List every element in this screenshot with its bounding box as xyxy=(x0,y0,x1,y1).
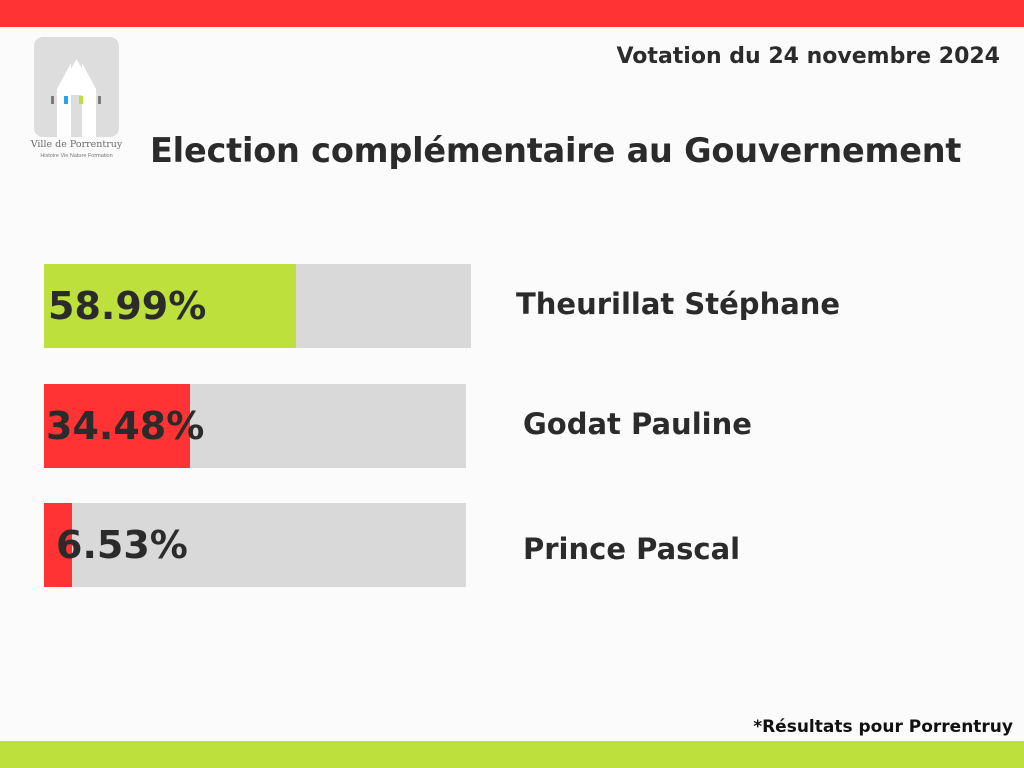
top-accent-bar xyxy=(0,0,1024,27)
candidate-name: Godat Pauline xyxy=(523,407,752,441)
result-bar-row: 6.53% xyxy=(44,503,466,587)
footnote: *Résultats pour Porrentruy xyxy=(753,717,1013,737)
candidate-name: Prince Pascal xyxy=(523,532,741,566)
vote-date: Votation du 24 novembre 2024 xyxy=(616,44,1000,69)
result-bar-row: 34.48% xyxy=(44,384,466,468)
house-logo-icon xyxy=(34,37,119,137)
logo-tagline: Histoire Vie Nature Formation xyxy=(40,153,113,159)
town-logo: Ville de Porrentruy Histoire Vie Nature … xyxy=(29,37,124,162)
bar-track xyxy=(44,503,466,587)
bar-value-label: 6.53% xyxy=(56,523,188,567)
bar-value-label: 58.99% xyxy=(48,284,207,328)
candidate-name: Theurillat Stéphane xyxy=(516,287,841,321)
bar-fill xyxy=(44,384,190,468)
page-title: Election complémentaire au Gouvernement xyxy=(150,131,962,170)
bar-fill xyxy=(44,503,72,587)
bottom-accent-bar xyxy=(0,741,1024,768)
bar-fill xyxy=(44,264,296,348)
logo-town-name: Ville de Porrentruy xyxy=(30,139,123,150)
bar-value-label: 34.48% xyxy=(46,404,205,448)
result-bar-row: 58.99% xyxy=(44,264,471,348)
